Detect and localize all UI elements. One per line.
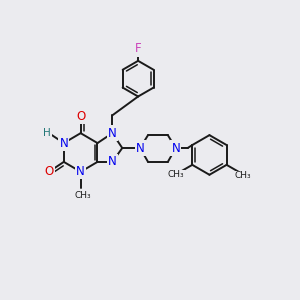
- Text: CH₃: CH₃: [74, 191, 91, 200]
- Text: CH₃: CH₃: [168, 170, 184, 179]
- Text: O: O: [44, 165, 54, 178]
- Text: N: N: [59, 136, 68, 150]
- Text: N: N: [76, 165, 85, 178]
- Text: N: N: [108, 127, 117, 140]
- Text: O: O: [76, 110, 85, 123]
- Text: N: N: [108, 155, 117, 168]
- Text: H: H: [43, 128, 51, 138]
- Text: N: N: [171, 142, 180, 154]
- Text: CH₃: CH₃: [234, 171, 251, 180]
- Text: N: N: [136, 142, 145, 154]
- Text: F: F: [135, 42, 141, 56]
